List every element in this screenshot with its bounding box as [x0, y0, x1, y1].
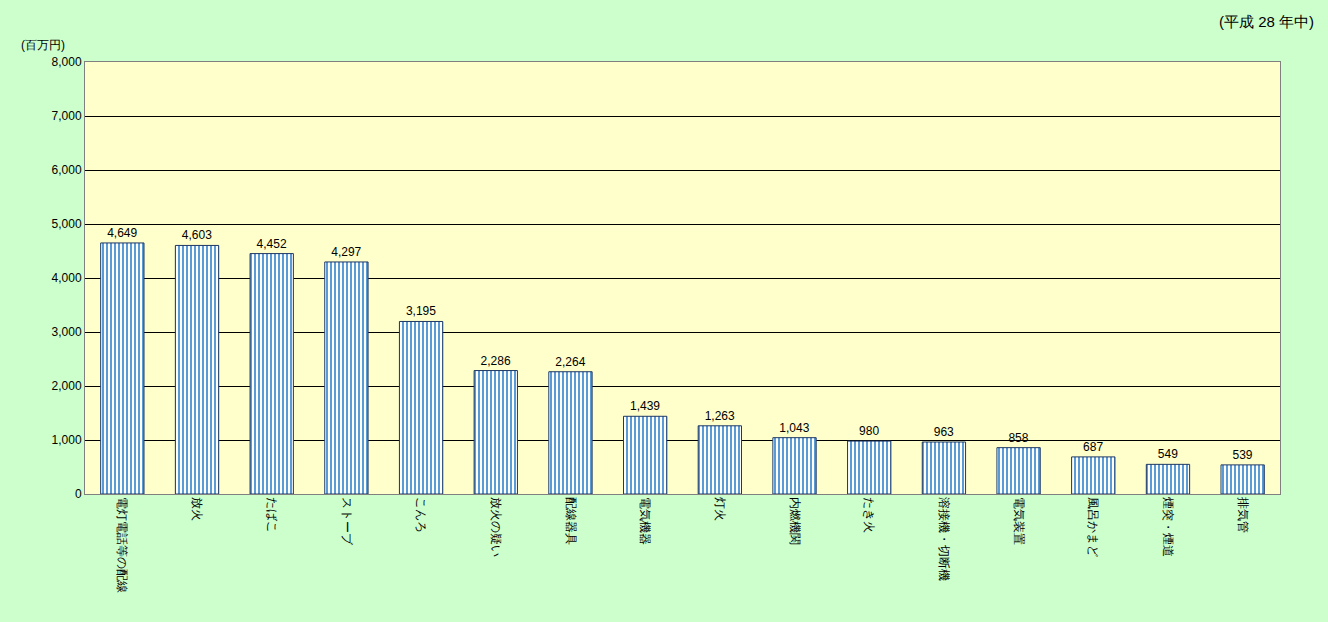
svg-text:4,297: 4,297: [331, 245, 361, 259]
svg-text:(平成 28 年中): (平成 28 年中): [1219, 13, 1314, 30]
svg-text:2,286: 2,286: [481, 354, 511, 368]
svg-text:1,439: 1,439: [630, 399, 660, 413]
svg-text:4,000: 4,000: [52, 271, 82, 285]
svg-text:たばこ: たばこ: [265, 497, 279, 533]
svg-text:3,195: 3,195: [406, 304, 436, 318]
svg-text:549: 549: [1158, 447, 1178, 461]
svg-text:電灯電話等の配線: 電灯電話等の配線: [115, 497, 129, 593]
svg-text:電気機器: 電気機器: [638, 497, 652, 545]
svg-text:980: 980: [859, 424, 879, 438]
svg-text:1,000: 1,000: [52, 433, 82, 447]
svg-text:4,603: 4,603: [182, 228, 212, 242]
svg-text:2,264: 2,264: [555, 355, 585, 369]
svg-text:5,000: 5,000: [52, 217, 82, 231]
svg-text:1,043: 1,043: [779, 421, 809, 435]
svg-text:687: 687: [1083, 440, 1103, 454]
svg-text:7,000: 7,000: [52, 109, 82, 123]
svg-text:内燃機関: 内燃機関: [788, 497, 802, 545]
svg-text:放火: 放火: [190, 497, 204, 521]
svg-text:放火の疑い: 放火の疑い: [489, 497, 503, 557]
svg-text:0: 0: [75, 487, 82, 501]
svg-text:858: 858: [1008, 431, 1028, 445]
svg-text:(百万円): (百万円): [21, 38, 65, 52]
svg-text:963: 963: [934, 425, 954, 439]
svg-text:電気装置: 電気装置: [1012, 497, 1026, 545]
svg-text:灯火: 灯火: [713, 497, 727, 521]
svg-text:ストーブ: ストーブ: [340, 497, 354, 546]
svg-text:風呂かまど: 風呂かまど: [1086, 497, 1100, 557]
svg-text:煙突・煙道: 煙突・煙道: [1161, 497, 1175, 557]
svg-text:配線器具: 配線器具: [564, 497, 578, 545]
svg-text:たき火: たき火: [862, 497, 876, 533]
svg-text:こんろ: こんろ: [414, 497, 428, 533]
svg-text:1,263: 1,263: [705, 409, 735, 423]
svg-text:2,000: 2,000: [52, 379, 82, 393]
svg-text:溶接機・切断機: 溶接機・切断機: [937, 497, 951, 581]
svg-text:8,000: 8,000: [52, 55, 82, 69]
svg-text:6,000: 6,000: [52, 163, 82, 177]
svg-text:539: 539: [1232, 448, 1252, 462]
svg-text:4,649: 4,649: [107, 226, 137, 240]
svg-text:3,000: 3,000: [52, 325, 82, 339]
svg-text:4,452: 4,452: [257, 237, 287, 251]
svg-text:排気管: 排気管: [1236, 497, 1250, 533]
